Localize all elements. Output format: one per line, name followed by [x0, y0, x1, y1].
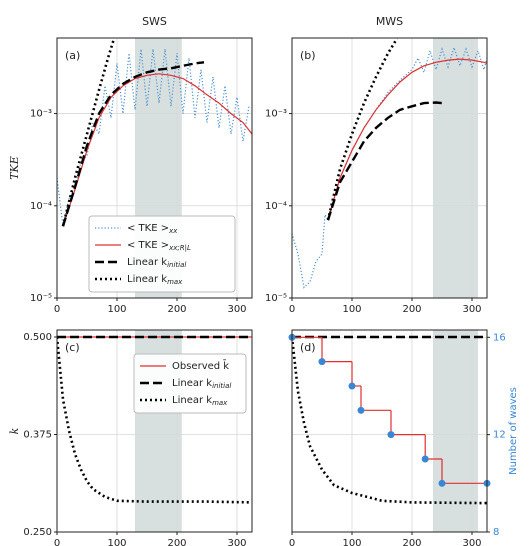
- x-tick-label: 300: [462, 304, 481, 315]
- y-tick-label: 10⁻³: [265, 109, 287, 120]
- series-line: [57, 49, 250, 227]
- legend-label: Linear kmax: [127, 274, 183, 286]
- x-tick-label: 100: [107, 304, 126, 315]
- marker: [438, 479, 446, 487]
- x-tick-label: 200: [402, 304, 421, 315]
- x-tick-label: 100: [342, 538, 361, 546]
- shaded-region: [433, 38, 478, 298]
- legend-name: Linear k: [127, 257, 167, 268]
- panel-label: (d): [300, 341, 316, 354]
- y-tick-label: 10⁻⁵: [30, 293, 52, 304]
- y2-tick-label: 12: [493, 430, 506, 441]
- legend-subscript: max: [212, 399, 228, 407]
- legend-subscript: xx;R|L: [168, 244, 191, 252]
- legend-label: < TKE >xx: [127, 223, 178, 235]
- y-tick-label: 0.375: [23, 430, 52, 441]
- marker: [357, 406, 365, 414]
- y-tick-label: 10⁻⁴: [30, 201, 52, 212]
- series-line: [292, 336, 487, 505]
- legend-name: < TKE >: [127, 223, 169, 234]
- series-line: [62, 73, 252, 227]
- series-line: [326, 101, 443, 221]
- marker: [421, 455, 429, 463]
- series-line: [61, 61, 205, 227]
- panel-label: (a): [65, 49, 80, 62]
- panel-label: (c): [65, 341, 80, 354]
- legend-subscript: max: [167, 278, 183, 286]
- x-tick-label: 200: [167, 304, 186, 315]
- legend-label: Linear kinitial: [127, 257, 186, 269]
- legend-subscript: initial: [212, 382, 231, 390]
- series-line: [61, 38, 116, 227]
- panel-label: (b): [300, 49, 316, 62]
- x-tick-label: 300: [227, 538, 246, 546]
- legend-name: Observed k̄: [172, 359, 229, 372]
- x-tick-label: 200: [402, 538, 421, 546]
- x-tick-label: 0: [289, 538, 295, 546]
- y-tick-label: 10⁻⁵: [265, 293, 287, 304]
- plot-area: [292, 38, 487, 298]
- series-line: [327, 58, 487, 221]
- y-tick-label: 10⁻⁴: [265, 201, 287, 212]
- legend-name: Linear k: [172, 378, 212, 389]
- legend-name: Linear k: [127, 274, 167, 285]
- y-tick-label: 0.500: [23, 332, 52, 343]
- legend-name: < TKE >: [127, 240, 169, 251]
- legend-subscript: initial: [167, 261, 186, 269]
- y2-axis-label: Number of waves: [508, 387, 519, 475]
- marker: [387, 431, 395, 439]
- x-tick-label: 100: [107, 538, 126, 546]
- x-tick-label: 0: [54, 538, 60, 546]
- legend-label: Linear kmax: [172, 395, 228, 407]
- x-tick-label: 0: [289, 304, 295, 315]
- legend-box: [133, 353, 247, 414]
- y2-tick-label: 8: [493, 527, 499, 538]
- x-tick-label: 200: [167, 538, 186, 546]
- y-tick-label: 10⁻³: [30, 109, 52, 120]
- axes-frame: [291, 37, 488, 299]
- y-axis-label: k: [8, 427, 21, 434]
- legend-box: [88, 215, 236, 293]
- legend-label: Observed k̄: [172, 359, 229, 372]
- marker: [348, 382, 356, 390]
- marker: [318, 358, 326, 366]
- series-line: [57, 336, 252, 504]
- x-tick-label: 0: [54, 304, 60, 315]
- x-tick-label: 300: [462, 538, 481, 546]
- legend-label: Linear kinitial: [172, 378, 231, 390]
- x-tick-label: 100: [342, 304, 361, 315]
- y-axis-label: TKE: [8, 156, 21, 180]
- axes-frame: [291, 329, 488, 533]
- axes-frame: [56, 37, 253, 299]
- legend-subscript: xx: [168, 227, 178, 235]
- series-line: [292, 45, 487, 289]
- legend-label: < TKE >xx;R|L: [127, 240, 191, 252]
- legend-name: Linear k: [172, 395, 212, 406]
- panel-title: SWS: [142, 15, 167, 28]
- y-tick-label: 0.250: [23, 527, 52, 538]
- x-tick-label: 300: [227, 304, 246, 315]
- panel-title: MWS: [376, 15, 403, 28]
- axes-frame: [56, 329, 253, 533]
- y2-tick-label: 16: [493, 332, 506, 343]
- shaded-region: [433, 330, 478, 532]
- series-line: [326, 38, 399, 221]
